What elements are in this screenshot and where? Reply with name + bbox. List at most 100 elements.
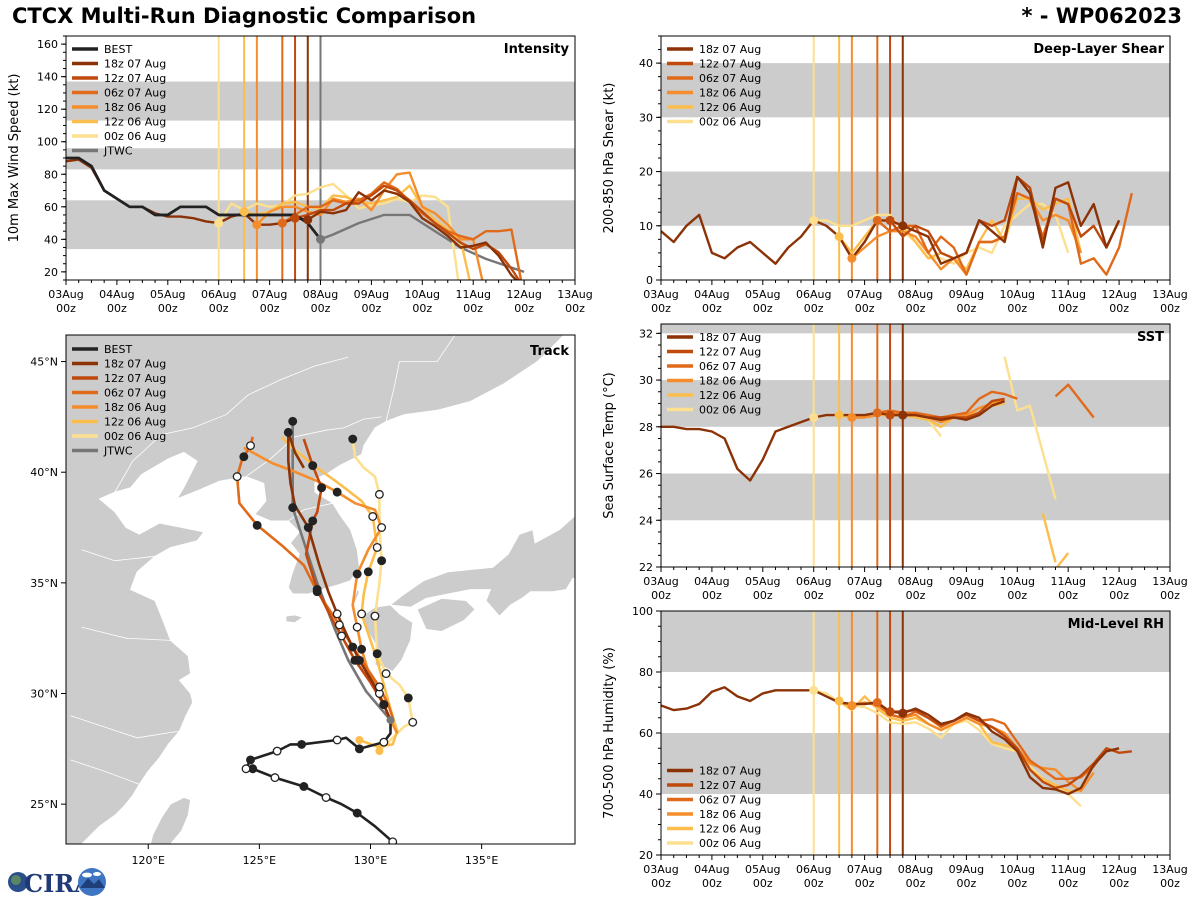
lat-tick-label: 40°N: [30, 466, 58, 479]
x-tick-label-hour: 00z: [260, 302, 280, 315]
x-tick-label: 11Aug: [1050, 288, 1085, 301]
legend-label: 12z 07 Aug: [104, 372, 166, 385]
x-tick-label: 06Aug: [796, 288, 831, 301]
x-tick-label: 12Aug: [506, 288, 541, 301]
x-tick-label-hour: 00z: [804, 877, 824, 890]
x-tick-label: 08Aug: [898, 863, 933, 876]
legend-label: 06z 07 Aug: [104, 87, 166, 100]
plot-area: [66, 36, 575, 280]
legend-label: 18z 06 Aug: [699, 808, 761, 821]
plot-area: [661, 36, 1170, 280]
series-line-12z-07-aug: [889, 175, 1121, 260]
x-tick-label-hour: 00z: [158, 302, 178, 315]
series-line-12z-06-aug: [243, 184, 471, 280]
legend-label: 06z 07 Aug: [699, 360, 761, 373]
track-point-best: [354, 744, 364, 754]
y-axis-label: 10m Max Wind Speed (kt): [7, 74, 22, 243]
series-line-18z-07-aug: [661, 399, 1006, 482]
y-tick-label: 30: [639, 374, 653, 387]
shaded-band: [661, 171, 1170, 226]
legend-label: 18z 06 Aug: [104, 101, 166, 114]
legend-label: 12z 06 Aug: [699, 101, 761, 114]
series-line-00z-06-aug: [813, 689, 1082, 808]
track-point-00z-06-aug: [348, 434, 358, 444]
y-tick-label: 0: [646, 274, 653, 287]
x-tick-label: 11Aug: [1050, 863, 1085, 876]
init-point-12z-06-aug: [239, 207, 249, 217]
lat-tick-label: 25°N: [30, 798, 58, 811]
series-line-06z-07-aug: [876, 701, 1108, 780]
shear-panel: 03Aug00z04Aug00z05Aug00z06Aug00z07Aug00z…: [602, 35, 1188, 315]
lat-tick-label: 30°N: [30, 688, 58, 701]
border-china-dprk: [245, 416, 382, 477]
border-china-russia: [385, 335, 456, 422]
legend-label: 18z 07 Aug: [104, 58, 166, 71]
track-point-best: [388, 837, 398, 844]
init-point-12z-06-aug: [834, 232, 844, 242]
cira-logo: CIRA: [4, 866, 108, 898]
track-point-best: [270, 773, 280, 783]
land-taiwan: [150, 797, 191, 844]
init-point-18z-07-aug: [898, 221, 908, 231]
init-point-06z-07-aug: [872, 698, 882, 707]
plot-area: [661, 611, 1170, 855]
legend-label: 12z 07 Aug: [699, 779, 761, 792]
x-tick-label-hour: 00z: [209, 302, 229, 315]
lon-tick-label: 130°E: [354, 854, 387, 867]
x-tick-label: 08Aug: [898, 288, 933, 301]
legend-label: 18z 07 Aug: [699, 331, 761, 344]
init-point-18z-07-aug: [898, 410, 908, 420]
shaded-band: [661, 473, 1170, 521]
track-point-06z-07-aug: [348, 642, 358, 652]
x-tick-label: 04Aug: [694, 288, 729, 301]
x-tick-label-hour: 00z: [1160, 877, 1180, 890]
x-tick-label-hour: 00z: [1109, 589, 1129, 602]
y-tick-label: 24: [639, 514, 653, 527]
x-tick-label-hour: 00z: [804, 589, 824, 602]
x-tick-label: 06Aug: [796, 863, 831, 876]
x-tick-label-hour: 00z: [753, 877, 773, 890]
legend-label: 18z 07 Aug: [104, 358, 166, 371]
intensity-panel: 03Aug00z04Aug00z05Aug00z06Aug00z07Aug00z…: [7, 35, 593, 315]
init-point-12z-07-aug: [885, 215, 895, 225]
x-tick-label: 09Aug: [949, 575, 984, 588]
lat-tick-label: 35°N: [30, 577, 58, 590]
y-tick-label: 100: [37, 136, 58, 149]
map-frame: [65, 334, 576, 845]
x-tick-label-hour: 00z: [651, 877, 671, 890]
init-point-18z-06-aug: [847, 701, 857, 711]
legend-label: 00z 06 Aug: [699, 404, 761, 417]
rh-panel: 03Aug00z04Aug00z05Aug00z06Aug00z07Aug00z…: [602, 605, 1188, 890]
y-tick-label: 32: [639, 327, 653, 340]
legend-label: 12z 07 Aug: [104, 72, 166, 85]
series-line-12z-06-aug-ext: [1041, 512, 1057, 563]
track-point-06z-07-aug: [239, 452, 249, 462]
y-tick-label: 80: [44, 168, 58, 181]
y-tick-label: 20: [44, 266, 58, 279]
track-init-point-12z-06-aug: [355, 735, 364, 744]
track-point-best: [321, 793, 331, 802]
shaded-band: [661, 611, 1170, 672]
track-point-12z-07-aug: [312, 585, 322, 594]
init-point-18z-06-aug: [252, 220, 262, 230]
track-init-point-jtwc: [386, 716, 395, 725]
x-tick-label-hour: 00z: [804, 302, 824, 315]
x-tick-label: 11Aug: [1050, 575, 1085, 588]
border-province: [81, 626, 171, 641]
init-point-18z-06-aug: [847, 412, 857, 422]
series-line-best-top: [66, 156, 322, 241]
legend-label: 00z 06 Aug: [104, 130, 166, 143]
legend-label: 18z 06 Aug: [699, 87, 761, 100]
track-point-00z-06-aug: [381, 669, 391, 679]
x-tick-label: 09Aug: [354, 288, 389, 301]
y-tick-label: 26: [639, 468, 653, 481]
legend-label: 12z 06 Aug: [699, 823, 761, 836]
track-point-best: [299, 782, 309, 791]
x-tick-label: 12Aug: [1101, 575, 1136, 588]
track-point-jtwc: [288, 416, 298, 426]
panel-title: Intensity: [504, 42, 570, 57]
track-point-best: [379, 737, 389, 747]
x-tick-label-hour: 00z: [1058, 589, 1078, 602]
x-tick-label: 10Aug: [405, 288, 440, 301]
